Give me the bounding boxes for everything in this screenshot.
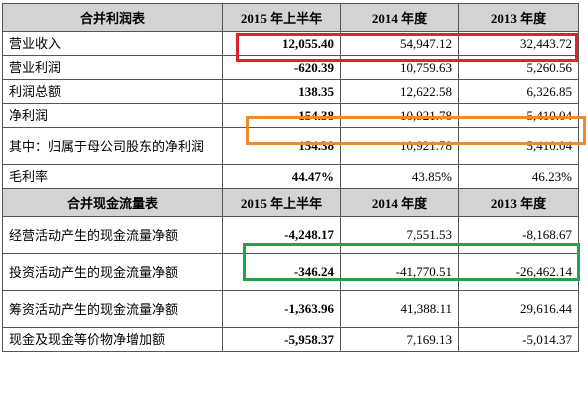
row-label: 营业收入 bbox=[2, 31, 223, 56]
row-label: 其中：归属于母公司股东的净利润 bbox=[2, 127, 223, 165]
row-label: 净利润 bbox=[2, 103, 223, 128]
table-row: 营业利润 -620.39 10,759.63 5,260.56 bbox=[2, 55, 579, 80]
income-header-2014: 2014 年度 bbox=[340, 3, 459, 32]
value-2014: 43.85% bbox=[340, 164, 459, 189]
value-2014: 10,759.63 bbox=[340, 55, 459, 80]
table-row: 营业收入 12,055.40 54,947.12 32,443.72 bbox=[2, 31, 579, 56]
row-label: 营业利润 bbox=[2, 55, 223, 80]
value-2014: 10,921.78 bbox=[340, 127, 459, 165]
value-2015: 12,055.40 bbox=[222, 31, 341, 56]
value-2013: 46.23% bbox=[458, 164, 579, 189]
row-label: 经营活动产生的现金流量净额 bbox=[2, 216, 223, 254]
value-2013: 6,326.85 bbox=[458, 79, 579, 104]
financial-table-container: 合并利润表 2015 年上半年 2014 年度 2013 年度 营业收入 12,… bbox=[2, 3, 579, 352]
value-2015: 154.38 bbox=[222, 127, 341, 165]
table-row: 经营活动产生的现金流量净额 -4,248.17 7,551.53 -8,168.… bbox=[2, 216, 579, 254]
row-label: 利润总额 bbox=[2, 79, 223, 104]
table-row: 其中：归属于母公司股东的净利润 154.38 10,921.78 5,410.0… bbox=[2, 127, 579, 165]
table-row: 筹资活动产生的现金流量净额 -1,363.96 41,388.11 29,616… bbox=[2, 290, 579, 328]
value-2013: 5,410.04 bbox=[458, 127, 579, 165]
cashflow-header-2014: 2014 年度 bbox=[340, 188, 459, 217]
value-2014: 54,947.12 bbox=[340, 31, 459, 56]
row-label: 投资活动产生的现金流量净额 bbox=[2, 253, 223, 291]
value-2013: 5,410.04 bbox=[458, 103, 579, 128]
cashflow-header-2013: 2013 年度 bbox=[458, 188, 579, 217]
value-2014: 7,551.53 bbox=[340, 216, 459, 254]
table-row: 投资活动产生的现金流量净额 -346.24 -41,770.51 -26,462… bbox=[2, 253, 579, 291]
value-2015: -4,248.17 bbox=[222, 216, 341, 254]
row-label: 筹资活动产生的现金流量净额 bbox=[2, 290, 223, 328]
value-2013: 5,260.56 bbox=[458, 55, 579, 80]
table-row: 现金及现金等价物净增加额 -5,958.37 7,169.13 -5,014.3… bbox=[2, 327, 579, 352]
value-2015: -346.24 bbox=[222, 253, 341, 291]
value-2013: 29,616.44 bbox=[458, 290, 579, 328]
value-2013: -8,168.67 bbox=[458, 216, 579, 254]
cashflow-header-2015: 2015 年上半年 bbox=[222, 188, 341, 217]
value-2015: -1,363.96 bbox=[222, 290, 341, 328]
table-row: 利润总额 138.35 12,622.58 6,326.85 bbox=[2, 79, 579, 104]
value-2013: -26,462.14 bbox=[458, 253, 579, 291]
value-2015: -5,958.37 bbox=[222, 327, 341, 352]
value-2013: -5,014.37 bbox=[458, 327, 579, 352]
income-header-2015: 2015 年上半年 bbox=[222, 3, 341, 32]
value-2015: 138.35 bbox=[222, 79, 341, 104]
income-header-row: 合并利润表 2015 年上半年 2014 年度 2013 年度 bbox=[2, 3, 579, 32]
value-2015: 154.38 bbox=[222, 103, 341, 128]
income-header-2013: 2013 年度 bbox=[458, 3, 579, 32]
value-2014: -41,770.51 bbox=[340, 253, 459, 291]
row-label: 现金及现金等价物净增加额 bbox=[2, 327, 223, 352]
value-2014: 7,169.13 bbox=[340, 327, 459, 352]
income-header-title: 合并利润表 bbox=[2, 3, 223, 32]
row-label: 毛利率 bbox=[2, 164, 223, 189]
value-2013: 32,443.72 bbox=[458, 31, 579, 56]
financial-table: 合并利润表 2015 年上半年 2014 年度 2013 年度 营业收入 12,… bbox=[2, 3, 579, 352]
table-row: 毛利率 44.47% 43.85% 46.23% bbox=[2, 164, 579, 189]
value-2014: 41,388.11 bbox=[340, 290, 459, 328]
value-2014: 12,622.58 bbox=[340, 79, 459, 104]
table-row: 净利润 154.38 10,921.78 5,410.04 bbox=[2, 103, 579, 128]
value-2015: 44.47% bbox=[222, 164, 341, 189]
cashflow-header-row: 合并现金流量表 2015 年上半年 2014 年度 2013 年度 bbox=[2, 188, 579, 217]
cashflow-header-title: 合并现金流量表 bbox=[2, 188, 223, 217]
value-2014: 10,921.78 bbox=[340, 103, 459, 128]
value-2015: -620.39 bbox=[222, 55, 341, 80]
